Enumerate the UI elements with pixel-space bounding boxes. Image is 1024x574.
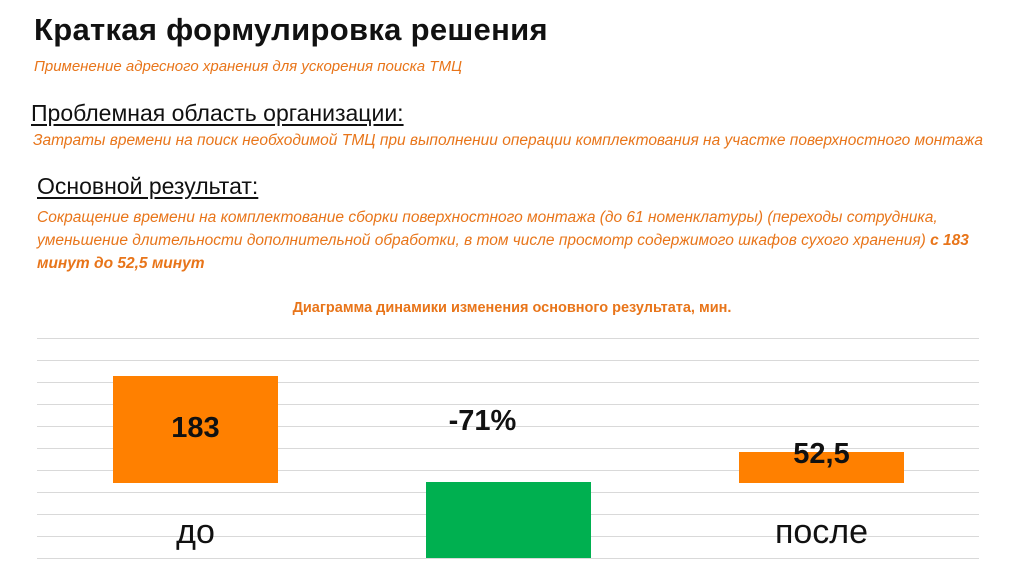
bar-value-label: 52,5 (793, 438, 850, 471)
result-description: Сокращение времени на комплектование сбо… (37, 209, 938, 249)
chart-gridline (37, 470, 979, 471)
chart-gridline (37, 558, 979, 559)
chart-gridline (37, 404, 979, 405)
change-percent-label: -71% (448, 405, 517, 437)
chart-gridline (37, 382, 979, 383)
bar-после (739, 452, 904, 483)
chart-gridline (37, 360, 979, 361)
chart-gridline (37, 448, 979, 449)
problem-heading: Проблемная область организации: (31, 100, 404, 126)
chart-gridline (37, 338, 979, 339)
slide-title: Краткая формулировка решения (34, 12, 548, 47)
problem-text: Затраты времени на поиск необходимой ТМЦ… (33, 132, 983, 149)
result-heading: Основной результат: (37, 173, 259, 199)
bar-value-label: 183 (171, 412, 220, 444)
slide-subtitle: Применение адресного хранения для ускоре… (34, 58, 463, 75)
bar-до (113, 376, 278, 483)
chart-gridline (37, 426, 979, 427)
result-text: Сокращение времени на комплектование сбо… (37, 206, 997, 275)
category-label: до (176, 513, 215, 551)
chart-title: Диаграмма динамики изменения основного р… (292, 300, 732, 316)
category-label: после (774, 513, 869, 551)
result-highlight: с 183 минут до 52,5 минут (37, 232, 969, 272)
change-bar (426, 482, 591, 558)
